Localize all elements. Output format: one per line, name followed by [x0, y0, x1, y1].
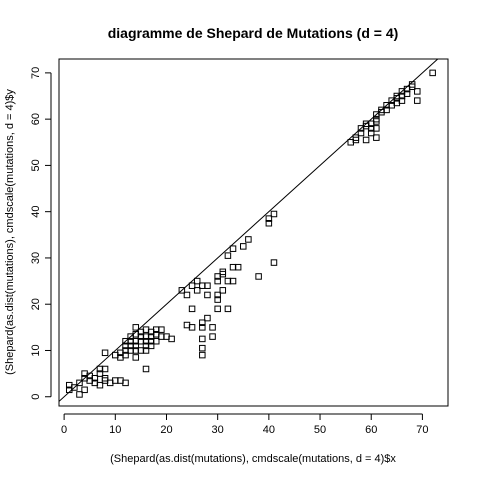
data-point — [193, 287, 201, 294]
data-point — [122, 351, 129, 359]
y-tick-label: 40 — [30, 206, 42, 218]
data-point — [255, 273, 262, 280]
data-point — [142, 365, 150, 373]
data-point — [414, 88, 421, 95]
x-tick-label: 0 — [61, 424, 67, 436]
y-tick-label: 70 — [30, 67, 42, 79]
y-axis: 0 10 20 30 40 50 60 70 — [30, 67, 52, 400]
data-point — [122, 379, 129, 387]
x-tick-label: 20 — [160, 424, 172, 436]
data-point — [229, 245, 237, 252]
data-point — [188, 305, 196, 313]
chart-title: diagramme de Shepard de Mutations (d = 4… — [108, 25, 399, 41]
data-point — [199, 344, 206, 352]
y-tick-label: 10 — [30, 344, 42, 356]
data-point — [270, 210, 278, 218]
data-point — [209, 333, 216, 340]
x-tick-label: 10 — [109, 424, 121, 436]
data-point — [224, 305, 232, 313]
y-tick-label: 50 — [30, 159, 42, 171]
data-point — [204, 291, 211, 299]
x-tick-label: 50 — [314, 424, 326, 436]
data-point — [96, 370, 104, 377]
data-point — [224, 252, 232, 259]
data-point — [214, 291, 221, 299]
data-point — [214, 296, 221, 303]
data-point — [153, 337, 160, 345]
data-point — [142, 347, 150, 354]
x-axis-label: (Shepard(as.dist(mutations), cmdscale(mu… — [110, 453, 396, 465]
data-point — [76, 391, 83, 398]
data-point — [96, 381, 104, 389]
data-point — [101, 374, 109, 382]
data-point — [229, 277, 237, 285]
data-point — [219, 270, 227, 278]
data-point — [132, 324, 140, 331]
plot-area — [59, 59, 439, 402]
data-point — [234, 263, 242, 271]
data-point — [403, 90, 411, 97]
data-point — [158, 326, 165, 333]
data-point — [91, 374, 99, 382]
data-point — [199, 319, 206, 326]
data-point — [398, 97, 406, 104]
data-point — [188, 282, 196, 289]
data-point — [270, 259, 278, 266]
data-point — [193, 277, 201, 285]
x-tick-label: 40 — [263, 424, 275, 436]
data-point — [132, 354, 140, 361]
y-tick-label: 20 — [30, 298, 42, 310]
data-point — [204, 314, 211, 322]
data-point — [71, 384, 78, 391]
data-point — [265, 219, 273, 227]
plot-frame — [58, 58, 449, 407]
data-point — [188, 324, 196, 331]
data-point — [373, 134, 380, 141]
data-point — [168, 335, 175, 343]
data-point — [352, 134, 360, 141]
data-point — [101, 365, 109, 373]
x-tick-label: 30 — [212, 424, 224, 436]
data-point — [147, 342, 155, 350]
data-point — [240, 243, 247, 250]
data-point — [219, 287, 227, 294]
y-tick-label: 30 — [30, 252, 42, 264]
data-point — [183, 291, 191, 299]
x-tick-label: 70 — [416, 424, 428, 436]
data-point — [178, 287, 186, 294]
data-point — [265, 215, 273, 222]
data-point — [414, 97, 421, 104]
x-tick-label: 60 — [365, 424, 377, 436]
data-point — [245, 236, 252, 243]
data-point — [76, 379, 83, 387]
data-point — [199, 335, 206, 343]
data-point — [199, 351, 206, 359]
data-point — [204, 282, 211, 289]
data-point — [373, 115, 380, 123]
data-point — [209, 324, 216, 331]
data-point — [214, 305, 221, 313]
data-point — [429, 69, 436, 77]
data-point — [214, 277, 221, 285]
y-axis-label: (Shepard(as.dist(mutations), cmdscale(mu… — [4, 89, 16, 375]
data-point — [101, 349, 109, 357]
data-point — [408, 81, 416, 88]
data-point — [357, 129, 365, 137]
data-point — [362, 136, 370, 144]
data-point — [199, 324, 206, 331]
data-point — [132, 342, 140, 350]
data-point — [373, 125, 380, 132]
data-point — [81, 386, 88, 394]
y-tick-label: 0 — [30, 394, 42, 400]
data-point — [383, 106, 390, 114]
y-tick-label: 60 — [30, 113, 42, 125]
data-point — [367, 129, 375, 137]
x-axis: 0 10 20 30 40 50 60 70 — [61, 413, 429, 436]
data-points — [65, 69, 436, 398]
